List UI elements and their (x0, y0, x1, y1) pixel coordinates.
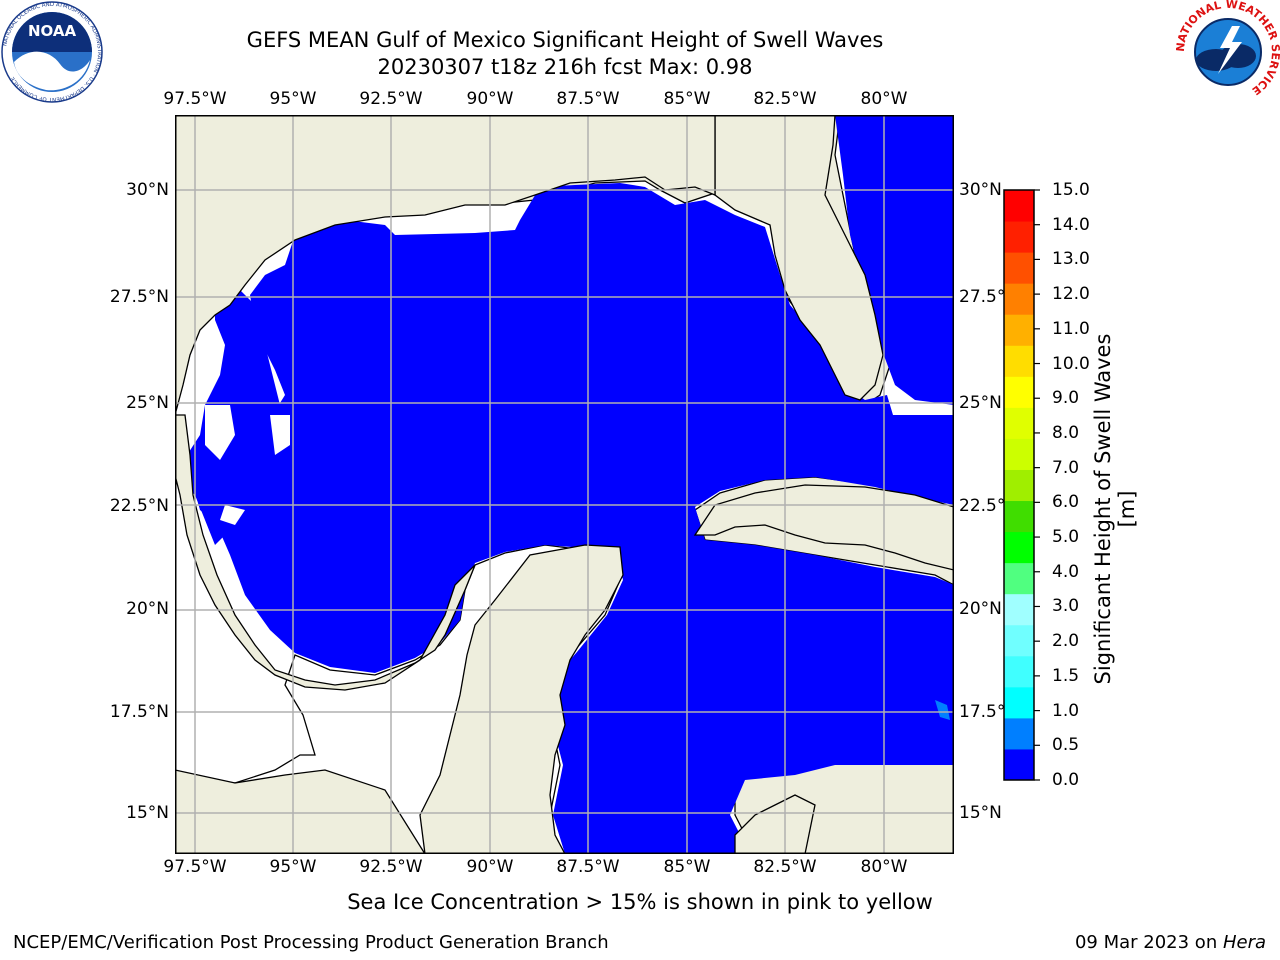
footer-date: 09 Mar 2023 on Hera (1075, 932, 1266, 953)
lon-label-top: 92.5°W (359, 89, 423, 109)
shelf-missing-patch (205, 405, 235, 460)
map-gridlines (175, 115, 954, 854)
sea-ice-note: Sea Ice Concentration > 15% is shown in … (347, 890, 933, 914)
colorbar-segment (1004, 438, 1034, 470)
shelf-missing-patch (270, 415, 290, 455)
lon-label-bottom: 95°W (269, 857, 317, 877)
lat-label-left: 22.5°N (109, 496, 169, 516)
colorbar-segment (1004, 593, 1034, 626)
swell-field-east-0-5m (935, 700, 950, 720)
swell-field-main (190, 183, 954, 854)
colorbar-tick-label: 15.0 (1052, 180, 1090, 200)
florida-land (714, 115, 884, 401)
lat-label-left: 30°N (126, 180, 169, 200)
colorbar-segment (1004, 562, 1034, 595)
lon-label-bottom: 90°W (466, 857, 514, 877)
colorbar-tick-label: 0.0 (1052, 770, 1080, 790)
cuba-land (693, 484, 954, 571)
swell-field-west-shelf (185, 285, 280, 545)
colorbar-tick-label: 8.0 (1052, 422, 1080, 443)
lon-label-top: 97.5°W (163, 89, 227, 109)
lon-label-top: 85°W (663, 89, 711, 109)
lat-label-left: 15°N (126, 803, 169, 823)
lon-label-bottom: 92.5°W (359, 857, 423, 877)
noaa-logo: NATIONAL OCEANIC AND ATMOSPHERIC ADMINIS… (1, 1, 103, 103)
colorbar-segment (1004, 190, 1034, 222)
colorbar-tick-label: 10.0 (1052, 353, 1090, 374)
footer-credit: NCEP/EMC/Verification Post Processing Pr… (13, 932, 609, 953)
colorbar-segment (1004, 686, 1034, 719)
colorbar-segment (1004, 717, 1034, 750)
colorbar-tick-label: 12.0 (1052, 284, 1090, 305)
lat-label-left: 20°N (126, 599, 169, 619)
colorbar-tick-label: 5.0 (1052, 527, 1080, 548)
lat-label-left: 27.5°N (109, 287, 169, 307)
colorbar-segment (1004, 748, 1034, 781)
lon-label-bottom: 97.5°W (163, 857, 227, 877)
colorbar-segment (1004, 500, 1034, 533)
colorbar-tick-label: 2.0 (1052, 631, 1080, 652)
colorbar-segment (1004, 469, 1034, 502)
lon-label-top: 80°W (860, 89, 908, 109)
colorbar-tick-label: 13.0 (1052, 249, 1090, 270)
colorbar-tick-label: 4.0 (1052, 561, 1080, 582)
lon-label-top: 95°W (269, 89, 317, 109)
figure-title: GEFS MEAN Gulf of Mexico Significant Hei… (246, 28, 884, 52)
lat-label-left: 17.5°N (109, 702, 169, 722)
colorbar-tick-label: 9.0 (1052, 388, 1080, 409)
lon-label-bottom: 80°W (860, 857, 908, 877)
colorbar-segment (1004, 376, 1034, 408)
swell-field-atlantic (835, 115, 954, 405)
lon-label-bottom: 87.5°W (556, 857, 620, 877)
lon-label-bottom: 82.5°W (753, 857, 817, 877)
colorbar-segment (1004, 221, 1034, 253)
svg-text:NOAA: NOAA (28, 22, 77, 40)
colorbar-tick-label: 11.0 (1052, 318, 1090, 339)
colorbar-segment (1004, 655, 1034, 688)
colorbar-segment (1004, 283, 1034, 315)
colorbar-segment (1004, 624, 1034, 657)
lon-label-top: 87.5°W (556, 89, 620, 109)
colorbar-tick-label: 6.0 (1052, 492, 1080, 513)
colorbar-label: Significant Height of Swell Waves [m] (1091, 333, 1139, 685)
colorbar-tick-label: 14.0 (1052, 214, 1090, 235)
shelf-missing-patch (220, 505, 245, 525)
colorbar-segment (1004, 252, 1034, 284)
yucatan-land (419, 544, 624, 854)
figure-subtitle: 20230307 t18z 216h fcst Max: 0.98 (377, 55, 753, 79)
swell-height-map (175, 115, 954, 854)
lat-label-right: 20°N (959, 599, 1002, 619)
colorbar-tick-label: 1.0 (1052, 700, 1080, 721)
nws-logo: NATIONAL WEATHER SERVICE (1176, 0, 1280, 102)
colorbar-tick-label: 1.5 (1052, 665, 1080, 686)
lat-label-left: 25°N (126, 393, 169, 413)
colorbar-segment (1004, 531, 1034, 564)
colorbar-segment (1004, 314, 1034, 346)
footer-machine: Hera (1222, 932, 1266, 953)
footer-date-text: 09 Mar 2023 on (1074, 932, 1223, 953)
lat-label-right: 25°N (959, 393, 1002, 413)
lon-label-top: 90°W (466, 89, 514, 109)
lon-label-top: 82.5°W (753, 89, 817, 109)
colorbar (1003, 189, 1040, 781)
lat-label-right: 15°N (959, 803, 1002, 823)
colorbar-tick-label: 7.0 (1052, 457, 1080, 478)
lon-label-bottom: 85°W (663, 857, 711, 877)
colorbar-segment (1004, 345, 1034, 377)
lat-label-right: 30°N (959, 180, 1002, 200)
colorbar-tick-label: 3.0 (1052, 596, 1080, 617)
central-america-land (175, 769, 816, 854)
colorbar-segment (1004, 407, 1034, 439)
colorbar-tick-label: 0.5 (1052, 735, 1080, 756)
